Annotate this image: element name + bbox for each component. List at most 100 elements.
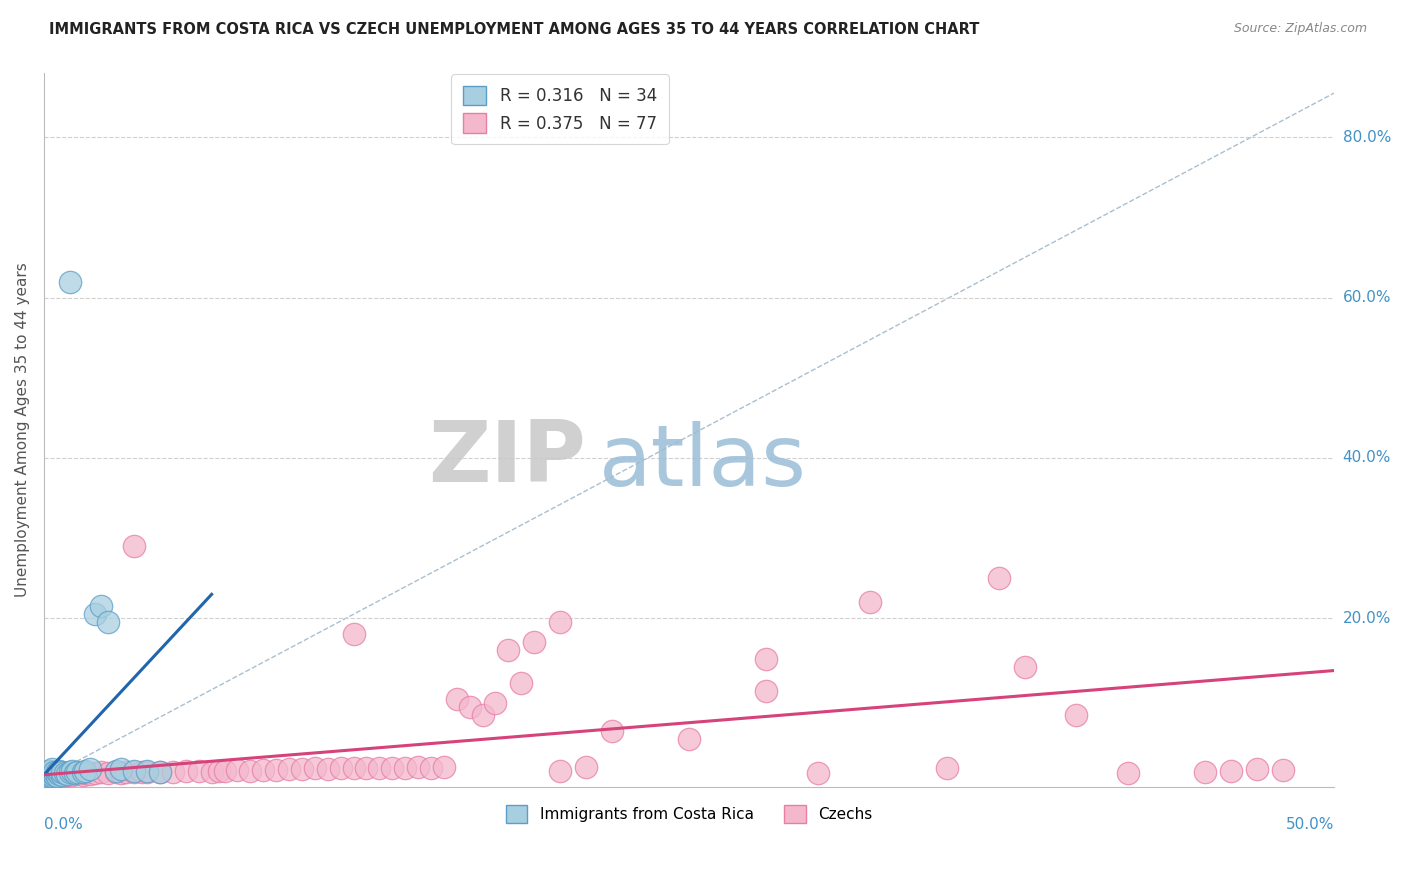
Point [201, 764, 224, 779]
Point [110, 766, 132, 780]
Point [72, 765, 94, 780]
Point [136, 764, 159, 778]
Point [252, 763, 274, 777]
Point [38, 764, 60, 778]
Point [1116, 766, 1139, 780]
Point [122, 539, 145, 553]
Legend: Immigrants from Costa Rica, Czechs: Immigrants from Costa Rica, Czechs [501, 799, 879, 830]
Point [600, 723, 623, 738]
Point [174, 764, 197, 778]
Point [60, 768, 83, 782]
Point [44, 765, 66, 780]
Text: 80.0%: 80.0% [1343, 129, 1391, 145]
Point [807, 766, 830, 780]
Point [79, 762, 101, 776]
Point [51, 767, 73, 781]
Point [471, 707, 494, 722]
Point [264, 763, 287, 777]
Point [66, 767, 89, 781]
Point [394, 761, 416, 775]
Y-axis label: Unemployment Among Ages 35 to 44 years: Unemployment Among Ages 35 to 44 years [15, 262, 30, 598]
Point [59, 765, 82, 780]
Point [41, 767, 63, 781]
Point [498, 643, 520, 657]
Point [446, 691, 468, 706]
Text: Source: ZipAtlas.com: Source: ZipAtlas.com [1233, 22, 1367, 36]
Point [187, 764, 209, 778]
Point [131, 764, 153, 779]
Point [59, 767, 82, 781]
Point [1194, 764, 1216, 779]
Point [356, 761, 378, 775]
Point [56, 767, 79, 781]
Point [45, 764, 67, 779]
Point [84, 766, 107, 780]
Text: 60.0%: 60.0% [1343, 290, 1391, 305]
Point [678, 731, 700, 746]
Text: ZIP: ZIP [427, 417, 586, 500]
Point [329, 761, 352, 775]
Point [38, 769, 60, 783]
Point [987, 571, 1010, 585]
Point [755, 683, 778, 698]
Point [45, 766, 67, 780]
Point [72, 768, 94, 782]
Point [510, 675, 533, 690]
Point [433, 760, 456, 774]
Point [53, 769, 76, 783]
Point [90, 765, 112, 780]
Point [41, 769, 63, 783]
Point [484, 696, 506, 710]
Point [63, 766, 86, 780]
Point [214, 764, 236, 778]
Point [53, 766, 76, 780]
Text: 50.0%: 50.0% [1286, 817, 1334, 832]
Point [90, 599, 112, 614]
Point [1246, 762, 1268, 776]
Point [105, 764, 128, 778]
Point [420, 761, 443, 775]
Text: 0.0%: 0.0% [44, 817, 83, 832]
Point [368, 761, 391, 775]
Point [859, 595, 882, 609]
Point [35, 765, 58, 780]
Point [51, 768, 73, 782]
Point [35, 768, 58, 782]
Point [75, 764, 97, 778]
Point [60, 764, 83, 778]
Point [122, 764, 145, 778]
Point [56, 768, 79, 782]
Point [1271, 763, 1294, 777]
Point [75, 766, 97, 780]
Text: atlas: atlas [599, 420, 807, 504]
Text: IMMIGRANTS FROM COSTA RICA VS CZECH UNEMPLOYMENT AMONG AGES 35 TO 44 YEARS CORRE: IMMIGRANTS FROM COSTA RICA VS CZECH UNEM… [49, 22, 980, 37]
Point [41, 766, 63, 780]
Point [342, 627, 364, 641]
Point [342, 761, 364, 775]
Point [48, 768, 70, 782]
Point [79, 767, 101, 781]
Point [162, 764, 184, 779]
Point [66, 764, 89, 779]
Point [45, 769, 67, 783]
Point [48, 764, 70, 778]
Text: 20.0%: 20.0% [1343, 611, 1391, 626]
Point [59, 275, 82, 289]
Text: 40.0%: 40.0% [1343, 450, 1391, 466]
Point [44, 768, 66, 782]
Point [278, 762, 301, 776]
Point [41, 762, 63, 776]
Point [226, 763, 249, 777]
Point [1064, 707, 1087, 722]
Point [35, 768, 58, 782]
Point [44, 768, 66, 782]
Point [105, 765, 128, 780]
Point [548, 764, 571, 778]
Point [38, 769, 60, 783]
Point [51, 765, 73, 780]
Point [755, 651, 778, 665]
Point [239, 764, 262, 778]
Point [84, 607, 107, 622]
Point [548, 615, 571, 630]
Point [1219, 764, 1241, 778]
